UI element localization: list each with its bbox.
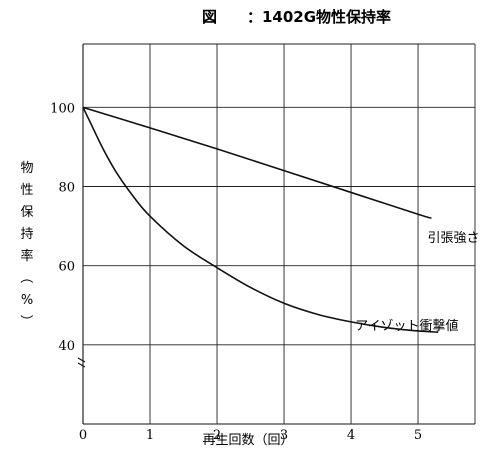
tick-labels: 0 1 2 3 4 5 40 60 80 100 — [50, 101, 422, 443]
y-axis-label-char: 持 — [20, 227, 33, 242]
y-tick-label: 100 — [50, 101, 75, 116]
x-tick-label: 2 — [213, 428, 221, 443]
y-axis-label-char: 保 — [20, 205, 33, 220]
y-tick-label: 60 — [58, 260, 75, 275]
y-axis-label-char: 性 — [20, 183, 33, 198]
y-axis-label-char: % — [21, 293, 33, 308]
x-tick-label: 3 — [280, 428, 288, 443]
series-layer — [82, 106, 439, 333]
x-axis-label: 再生回数（回） — [202, 433, 293, 448]
series-line-1 — [82, 106, 439, 333]
y-tick-label: 80 — [58, 181, 75, 196]
grid — [82, 43, 476, 425]
series-label-1: アイゾット衝撃値 — [355, 318, 458, 334]
x-tick-label: 5 — [414, 428, 422, 443]
x-tick-label: 4 — [347, 428, 355, 443]
axis-break-mark — [77, 357, 86, 368]
x-tick-label: 0 — [79, 428, 87, 443]
series-label-0: 引張強さ — [427, 231, 479, 246]
y-axis-label-char: （ — [18, 270, 33, 283]
y-axis-label-char: 物 — [20, 161, 33, 176]
y-axis-label: 物性保持率 （% ） — [18, 161, 34, 328]
series-line-0 — [82, 106, 432, 219]
y-axis-label-char: ） — [18, 314, 33, 327]
y-axis-label-char: 率 — [20, 248, 33, 264]
y-tick-label: 40 — [58, 339, 75, 354]
chart-title: 図 ：1402G物性保持率 — [202, 8, 391, 26]
x-tick-label: 1 — [146, 428, 154, 443]
